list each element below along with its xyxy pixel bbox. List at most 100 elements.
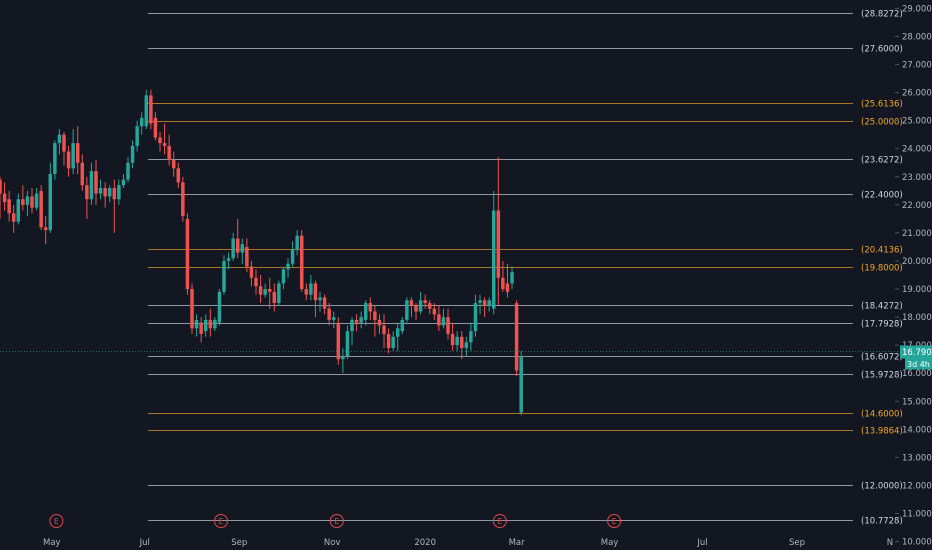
level-label: (19.8000) (861, 264, 903, 274)
candle-body (331, 317, 336, 320)
last-price-layer: 16.7900 3d 4h (0, 345, 932, 370)
candle-body (107, 188, 112, 197)
candle-body (0, 179, 2, 194)
candle-body (25, 196, 30, 205)
level-label: (13.9864) (861, 427, 903, 437)
earnings-marker (329, 514, 344, 528)
candle-body (62, 134, 66, 152)
candle-body (39, 190, 43, 228)
candle-body (85, 185, 89, 200)
earnings-marker (607, 514, 622, 528)
candle-body (427, 303, 432, 309)
candle-body (98, 188, 103, 194)
candle-body (249, 266, 254, 278)
candle-body (487, 300, 491, 306)
candle-body (414, 305, 418, 312)
y-tick-label: 28.0000 (902, 32, 932, 42)
candle-body (514, 303, 519, 371)
y-tick-label: 12.0000 (902, 481, 932, 491)
candle-body (373, 311, 377, 320)
x-tick-label: Mar (509, 538, 526, 548)
candle-body (130, 145, 135, 163)
y-tick-label: 25.0000 (902, 117, 932, 127)
x-tick-label: Sep (231, 538, 247, 548)
candle-body (194, 319, 199, 329)
y-tick-label: 14.0000 (902, 425, 932, 435)
candle-body (423, 300, 427, 304)
candle-body (226, 258, 231, 261)
candle-body (176, 168, 181, 183)
candle-body (478, 300, 482, 304)
candle-body (34, 193, 39, 208)
candle-body (286, 263, 290, 270)
candle-body (455, 336, 459, 346)
candle-body (281, 269, 286, 284)
level-label: (20.4136) (861, 246, 903, 256)
candle-body (354, 319, 359, 323)
candle-body (208, 319, 213, 329)
level-label: (23.6272) (861, 156, 903, 166)
candle-body (144, 95, 149, 127)
candle-body (2, 193, 7, 203)
candle-body (277, 283, 281, 304)
candle-body (263, 289, 267, 295)
last-price-label: 16.7900 (902, 348, 932, 358)
candle-body (135, 126, 139, 146)
candle-body (441, 317, 446, 326)
earnings-marker (213, 514, 228, 528)
earnings-marker (49, 514, 64, 528)
candle-body (405, 300, 409, 320)
candle-body (437, 314, 441, 326)
candle-body (203, 319, 208, 332)
x-tick-label: May (43, 538, 61, 548)
candle-body (199, 322, 203, 334)
candle-body (400, 319, 405, 332)
level-label: (22.4000) (861, 191, 903, 201)
candle-body (121, 179, 126, 186)
candle-body (469, 331, 473, 343)
level-label: (25.0000) (861, 118, 903, 128)
levels-layer: (28.8272) (27.6000) (25.6136) (25.0000) (23.… (147, 10, 903, 527)
candle-body (21, 199, 25, 205)
candle-body (162, 143, 167, 146)
time-axis: May Jul Sep Nov 2020 Mar May Jul Sep N (43, 538, 893, 548)
level-label: (28.8272) (861, 10, 903, 20)
candle-body (153, 117, 158, 138)
candle-body (368, 303, 373, 312)
x-tick-label: Jul (696, 538, 707, 548)
candle-body (418, 300, 423, 312)
candle-body (519, 356, 523, 413)
candle-body (117, 185, 121, 200)
x-tick-label: 2020 (414, 538, 436, 548)
y-tick-label: 21.0000 (902, 229, 932, 239)
candle-body (231, 238, 235, 259)
candle-body (71, 143, 75, 169)
candle-body (473, 303, 478, 332)
candle-body (350, 319, 354, 332)
x-tick-label: N (887, 538, 893, 548)
y-tick-label: 15.0000 (902, 397, 932, 407)
level-label: (10.7728) (861, 517, 903, 527)
candle-body (464, 342, 469, 348)
x-tick-label: Jul (139, 538, 150, 548)
level-label: (14.6000) (861, 410, 903, 420)
level-label: (18.4272) (861, 302, 903, 312)
candle-body (491, 210, 496, 309)
candle-body (295, 235, 299, 250)
y-tick-label: 19.0000 (902, 285, 932, 295)
candle-body (48, 173, 53, 231)
candle-body (313, 283, 318, 301)
candle-body (258, 286, 263, 295)
level-label: (17.7928) (861, 320, 903, 330)
x-tick-label: May (601, 538, 619, 548)
candle-body (395, 328, 400, 337)
earnings-marker (492, 514, 507, 528)
candle-body (190, 289, 194, 329)
candle-body (167, 145, 171, 160)
candle-body (482, 300, 487, 306)
candle-body (171, 159, 176, 169)
earnings-marker-label: E (497, 517, 502, 526)
candle-body (299, 235, 304, 290)
